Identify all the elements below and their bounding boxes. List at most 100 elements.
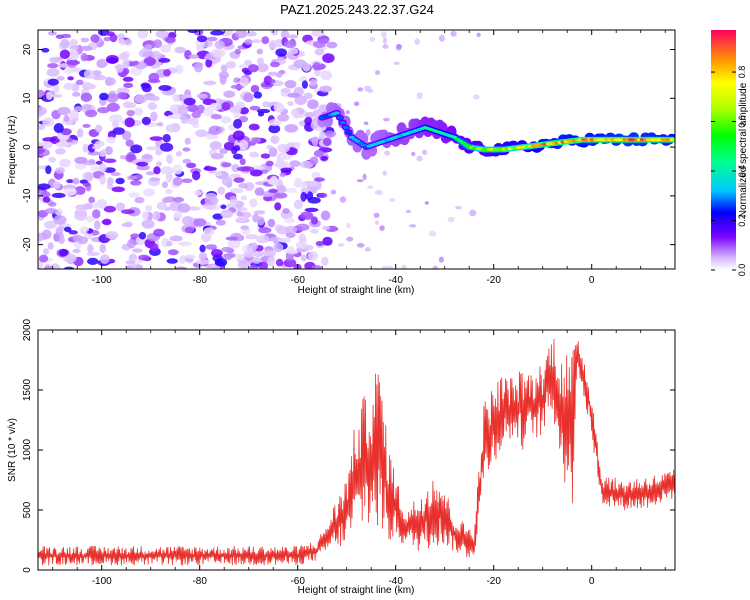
spectrogram-noise-blob (310, 120, 319, 130)
spectrogram-noise-blob (295, 241, 307, 249)
spectrogram-noise-blob (117, 33, 125, 39)
spectrogram-noise-blob (273, 242, 284, 253)
spectrogram-noise-blob (82, 182, 91, 187)
spectrogram-noise-blob (405, 209, 411, 214)
spectrogram-noise-blob (373, 212, 380, 218)
spectrogram-noise-blob (310, 228, 320, 234)
spectrogram-noise-blob (307, 99, 319, 110)
spectrogram-noise-blob (48, 156, 56, 163)
spectrogram-noise-blob (196, 44, 205, 52)
spectrogram-noise-blob (165, 188, 173, 195)
spectrogram-noise-blob (124, 38, 133, 46)
spectrogram-noise-blob (256, 57, 265, 65)
spectrogram-noise-blob (106, 31, 115, 37)
spectrogram-noise-blob (106, 136, 117, 144)
spectrogram-noise-blob (282, 207, 290, 214)
spectrogram-noise-blob (99, 92, 109, 101)
spectrogram-noise-blob (238, 64, 250, 69)
spectrogram-noise-blob (109, 114, 123, 123)
spectrogram-noise-blob (138, 48, 151, 58)
snr-x-axis-label: Height of straight line (km) (298, 585, 415, 596)
spectrogram-noise-blob (186, 206, 201, 211)
spectrogram-noise-blob (212, 213, 224, 220)
spectrogram-noise-blob (153, 166, 161, 175)
spectrogram-noise-blob (149, 177, 161, 182)
spectrogram-noise-blob (123, 82, 134, 89)
spectrogram-ridge-core (333, 111, 340, 115)
spectrogram-noise-blob (38, 106, 47, 116)
spectrogram-noise-blob (268, 188, 279, 193)
spectrogram-noise-blob (105, 93, 119, 103)
spectrogram-noise-blob (303, 92, 313, 100)
spectrogram-noise-blob (421, 149, 428, 156)
spectrogram-noise-blob (124, 117, 135, 128)
snr-x-tick-label: -80 (192, 576, 207, 587)
spectrogram-noise-blob (233, 145, 241, 152)
spectrogram-noise-blob (294, 95, 308, 106)
spectrogram-noise-blob (76, 128, 84, 138)
spectrogram-noise-blob (267, 178, 278, 185)
spectrogram-noise-blob (121, 130, 132, 141)
spectrogram-noise-blob (274, 202, 282, 211)
spectrogram-noise-blob (63, 187, 77, 196)
spectrogram-noise-blob (223, 90, 236, 98)
spectrogram-y-tick-label: 10 (22, 92, 33, 104)
spectrogram-noise-blob (96, 198, 108, 209)
spectrogram-noise-blob (205, 244, 218, 250)
spectrogram-noise-blob (252, 39, 261, 44)
spectrogram-noise-blob (193, 218, 207, 227)
spectrogram-noise-blob (321, 256, 329, 267)
spectrogram-noise-blob (82, 144, 90, 153)
spectrogram-noise-blob (143, 188, 156, 197)
spectrogram-noise-blob (74, 186, 86, 195)
spectrogram-noise-blob (103, 36, 111, 42)
spectrogram-noise-blob (416, 155, 423, 162)
spectrogram-noise-blob (106, 177, 114, 186)
spectrogram-ridge-core (342, 126, 349, 130)
spectrogram-noise-blob (265, 160, 274, 167)
spectrogram-noise-blob (43, 248, 50, 255)
spectrogram-noise-blob (346, 222, 351, 229)
spectrogram-noise-blob (222, 162, 232, 168)
spectrogram-noise-blob (284, 217, 295, 224)
spectrogram-noise-blob (88, 158, 96, 164)
spectrogram-noise-blob (193, 189, 202, 197)
spectrogram-x-tick-label: -100 (92, 275, 112, 286)
spectrogram-noise-blob (324, 130, 335, 138)
spectrogram-noise-blob (367, 185, 374, 189)
spectrogram-noise-blob (309, 78, 317, 87)
spectrogram-noise-blob (92, 70, 102, 76)
spectrogram-noise-blob (99, 243, 106, 254)
spectrogram-noise-blob (165, 124, 178, 133)
spectrogram-noise-blob (122, 101, 133, 109)
spectrogram-noise-blob (382, 44, 389, 49)
spectrogram-noise-blob (51, 93, 63, 98)
spectrogram-y-tick-label: -20 (22, 237, 33, 252)
spectrogram-noise-blob (229, 173, 241, 178)
spectrogram-noise-blob (455, 206, 462, 210)
spectrogram-noise-blob (44, 208, 58, 214)
spectrogram-noise-blob (46, 68, 60, 77)
spectrogram-noise-blob (125, 139, 134, 147)
spectrogram-noise-blob (199, 244, 206, 253)
spectrogram-noise-blob (48, 201, 57, 207)
spectrogram-noise-blob (55, 34, 65, 39)
spectrogram-noise-blob (288, 47, 299, 55)
spectrogram-noise-blob (206, 36, 218, 42)
spectrogram-noise-blob (357, 87, 364, 92)
spectrogram-noise-blob (293, 141, 301, 151)
spectrogram-noise-blob (74, 106, 83, 112)
spectrogram-noise-blob (267, 71, 279, 76)
spectrogram-noise-blob (300, 211, 314, 220)
spectrogram-noise-blob (277, 143, 290, 153)
spectrogram-noise-blob (94, 124, 103, 133)
spectrogram-noise-blob (276, 72, 283, 78)
spectrogram-y-axis-label: Frequency (Hz) (7, 116, 18, 185)
spectrogram-noise-blob (247, 64, 259, 73)
spectrogram-noise-blob (77, 208, 88, 218)
spectrogram-noise-blob (236, 216, 248, 223)
spectrogram-noise-blob (91, 145, 102, 150)
spectrogram-noise-blob (401, 264, 407, 269)
spectrogram-noise-blob (58, 236, 66, 245)
spectrogram-noise-blob (155, 30, 169, 38)
